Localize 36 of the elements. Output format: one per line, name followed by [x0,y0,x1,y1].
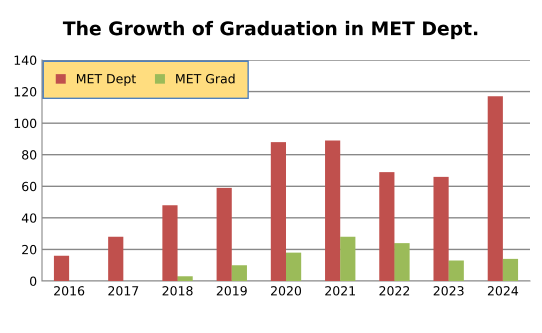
bar [108,236,124,281]
bar [216,188,232,281]
bar [394,243,410,281]
bar [502,258,518,281]
bar [433,176,449,281]
legend-label: MET Grad [176,74,235,84]
y-tick-label: 140 [14,55,36,65]
x-tick-label: 2023 [434,286,464,296]
bar [379,172,394,281]
x-tick-label: 2021 [325,286,355,296]
x-tick-label: 2018 [162,286,193,296]
y-tick-label: 120 [14,87,36,96]
y-tick-label: 80 [22,150,36,160]
bar [178,276,193,281]
x-tick-label: 2016 [54,286,84,296]
bar [162,205,178,281]
x-tick-label: 2019 [216,286,247,296]
y-tick-label: 40 [22,213,36,223]
x-tick-label: 2024 [488,286,518,296]
y-tick-label: 20 [22,244,36,254]
legend-label: MET Dept [76,74,136,86]
y-tick-label: 60 [22,182,36,192]
y-tick-label: 0 [30,276,36,286]
bar [270,142,286,281]
bar [232,265,247,281]
bar [54,256,70,281]
bar [448,260,464,281]
x-tick-label: 2017 [108,286,138,296]
bar [286,252,302,281]
bar [340,236,356,281]
chart-title: The Growth of Graduation in MET Dept. [62,20,478,40]
x-tick-label: 2020 [271,286,302,296]
x-tick-label: 2022 [379,286,410,296]
bar [488,96,503,281]
bar [325,140,340,281]
y-tick-label: 100 [14,118,36,128]
